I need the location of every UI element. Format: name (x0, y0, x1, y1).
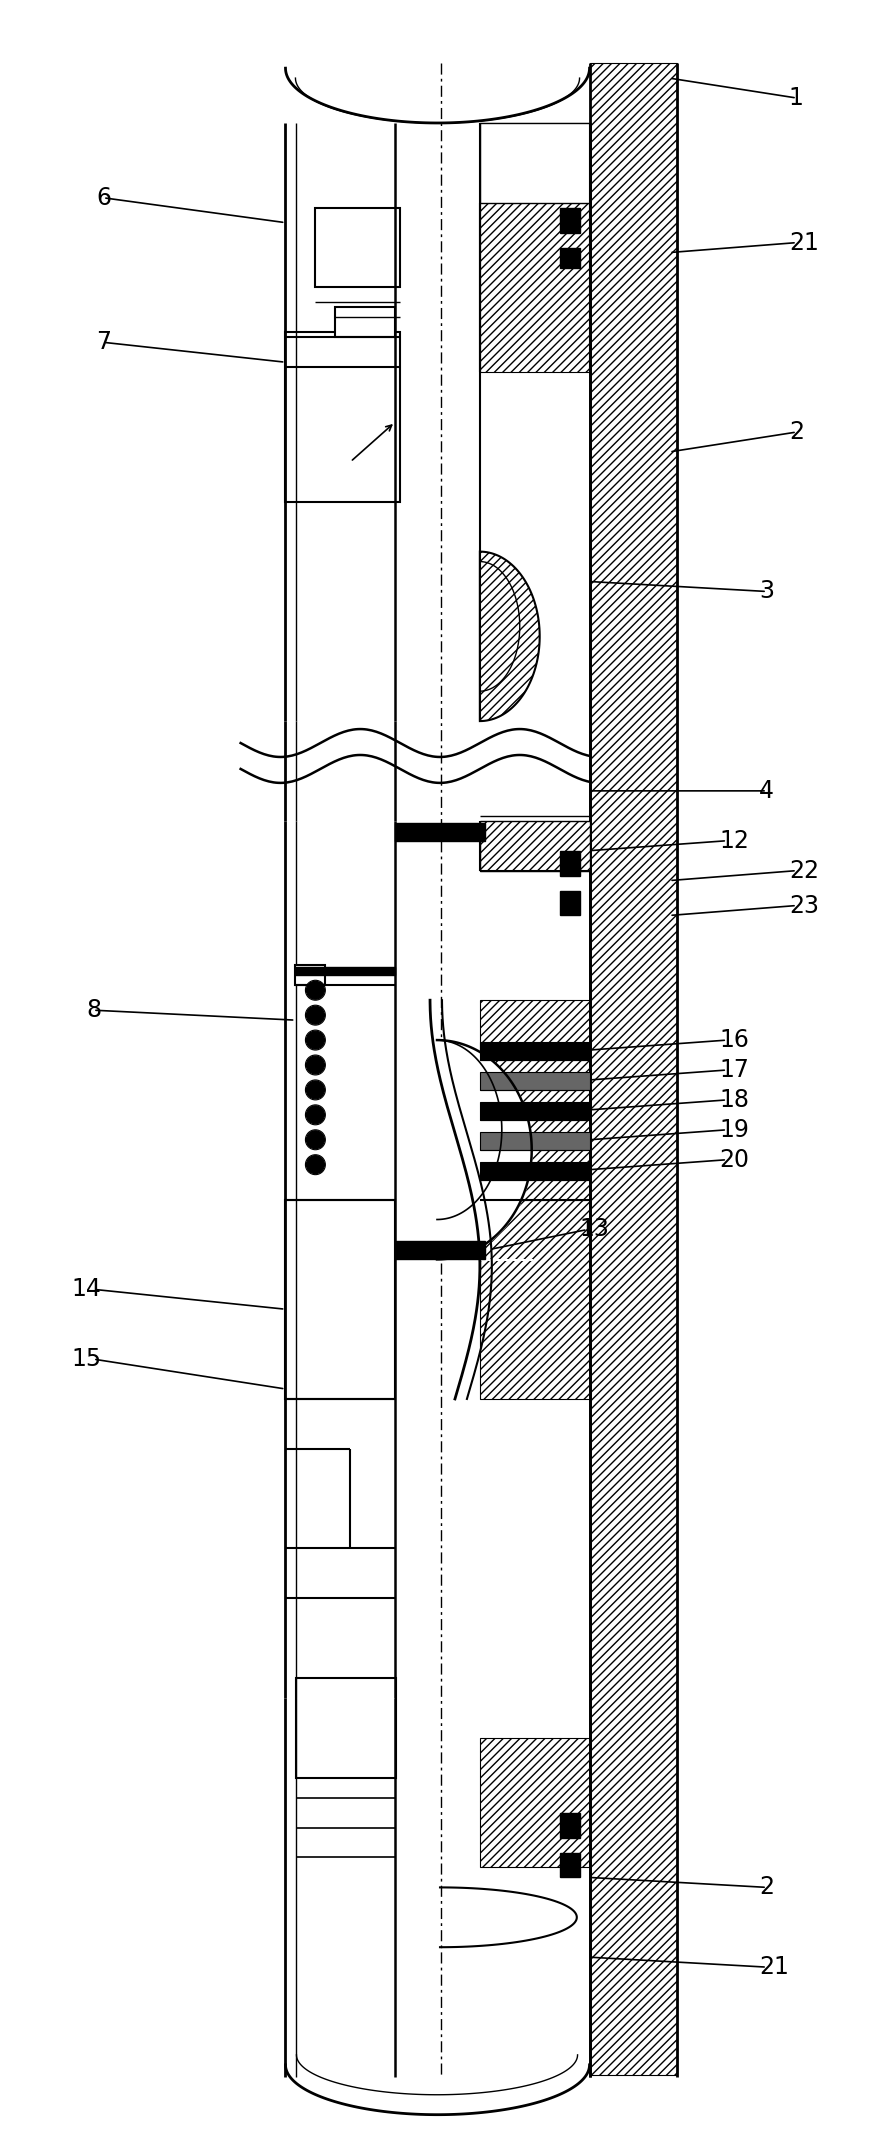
Text: 8: 8 (86, 999, 101, 1022)
Bar (480, 1131, 589, 1150)
Bar (559, 1853, 579, 1877)
Bar (335, 307, 395, 337)
Bar (480, 820, 589, 871)
Circle shape (306, 1105, 325, 1125)
Bar (286, 332, 400, 503)
Bar (480, 1101, 589, 1120)
Bar (559, 1813, 579, 1838)
Bar (559, 247, 579, 268)
Bar (480, 1042, 589, 1061)
Bar (480, 1738, 589, 1868)
Text: 14: 14 (71, 1278, 101, 1301)
Bar (316, 209, 400, 288)
Text: 2: 2 (789, 420, 804, 443)
Bar (480, 1199, 589, 1399)
Bar (395, 822, 485, 841)
Circle shape (306, 1157, 325, 1174)
Polygon shape (480, 552, 540, 722)
Text: 20: 20 (719, 1148, 749, 1172)
Circle shape (306, 1005, 325, 1025)
Bar (480, 1071, 589, 1091)
Text: 23: 23 (789, 892, 818, 918)
Bar (480, 124, 589, 373)
Text: 21: 21 (789, 230, 818, 256)
Bar (480, 124, 589, 202)
Bar (480, 1161, 589, 1180)
Bar (286, 1199, 395, 1399)
Text: 3: 3 (759, 579, 774, 603)
Text: 12: 12 (719, 829, 749, 852)
Bar (295, 967, 395, 976)
Text: 21: 21 (759, 1955, 789, 1979)
Circle shape (306, 1131, 325, 1148)
Text: 6: 6 (96, 185, 111, 209)
Bar (395, 1242, 485, 1259)
Bar (589, 64, 677, 2075)
Text: 4: 4 (759, 780, 774, 803)
Bar (296, 1678, 396, 1779)
Circle shape (306, 1056, 325, 1074)
Text: 1: 1 (789, 85, 804, 111)
Text: 13: 13 (579, 1218, 609, 1242)
Text: 22: 22 (789, 858, 818, 882)
Circle shape (306, 1031, 325, 1050)
Text: 16: 16 (719, 1029, 749, 1052)
Text: 17: 17 (719, 1059, 749, 1082)
Bar (480, 1001, 589, 1199)
Text: 19: 19 (719, 1118, 749, 1142)
Bar (559, 850, 579, 875)
Bar (295, 965, 325, 986)
Text: 15: 15 (71, 1346, 101, 1372)
Text: 7: 7 (96, 330, 111, 354)
Text: 18: 18 (719, 1088, 749, 1112)
Text: 2: 2 (759, 1874, 774, 1900)
Circle shape (306, 1080, 325, 1099)
Circle shape (306, 982, 325, 999)
Bar (559, 890, 579, 916)
Bar (559, 209, 579, 232)
